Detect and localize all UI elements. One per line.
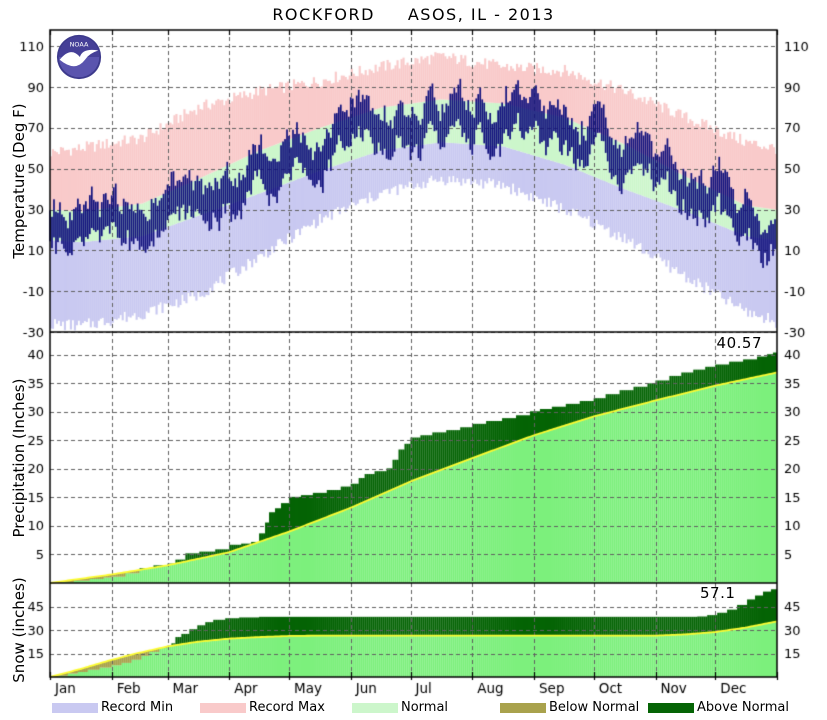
below-normal-swatch <box>500 703 546 713</box>
legend-item-record-max: Record Max <box>200 700 325 716</box>
legend-label: Record Max <box>249 700 325 715</box>
noaa-logo: NOAA <box>56 34 102 80</box>
legend: Record Min Record Max Normal Below Norma… <box>0 700 827 718</box>
legend-label: Record Min <box>101 700 174 715</box>
page-title: ROCKFORD ASOS, IL - 2013 <box>272 5 555 24</box>
legend-item-below-normal: Below Normal <box>500 700 639 716</box>
legend-item-above-normal: Above Normal <box>648 700 789 716</box>
snow-total-annotation: 57.1 <box>700 584 736 602</box>
legend-item-normal: Normal <box>352 700 448 716</box>
noaa-logo-text: NOAA <box>70 40 89 48</box>
normal-swatch <box>352 703 398 713</box>
above-normal-swatch <box>648 703 694 713</box>
snow-axis-label: Snow (inches) <box>10 577 28 683</box>
precip-total-annotation: 40.57 <box>716 334 762 352</box>
precipitation-axis-label: Precipitation (Inches) <box>10 378 28 538</box>
legend-label: Below Normal <box>549 700 640 715</box>
temperature-axis-label: Temperature (Deg F) <box>10 103 28 259</box>
legend-label: Normal <box>401 700 449 715</box>
record-min-swatch <box>52 703 98 713</box>
legend-label: Above Normal <box>697 700 789 715</box>
record-max-swatch <box>200 703 246 713</box>
legend-item-record-min: Record Min <box>52 700 173 716</box>
